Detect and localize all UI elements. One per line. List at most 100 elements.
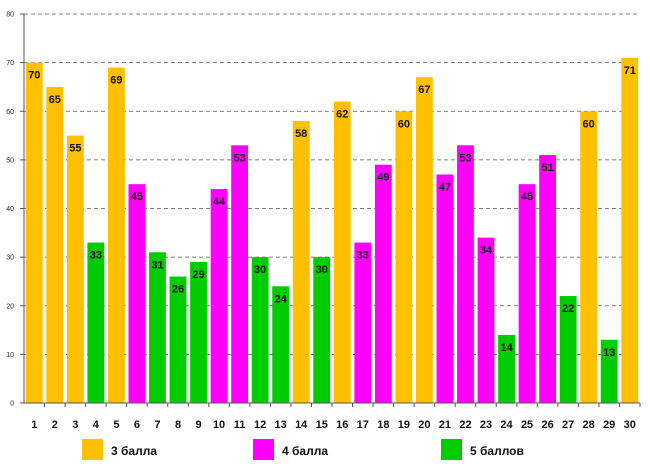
x-tick-label: 16 — [336, 419, 348, 431]
bar — [498, 334, 515, 403]
bar — [477, 237, 495, 403]
legend-swatch — [441, 439, 462, 460]
bar — [190, 261, 207, 403]
data-label: 24 — [275, 293, 288, 305]
bar — [457, 145, 474, 403]
x-tick-label: 26 — [541, 419, 553, 431]
bar — [621, 57, 639, 403]
bars: 70 65 55 33 69 45 31 26 29 44 53 30 24 58 30 62 33 49 60 67… — [25, 57, 639, 404]
bar — [600, 339, 618, 403]
bar — [107, 67, 125, 404]
y-tick-label: 30 — [6, 255, 14, 262]
bar — [539, 155, 557, 403]
y-tick-label: 0 — [10, 401, 14, 408]
gridlines — [24, 13, 640, 355]
x-tick-label: 4 — [93, 419, 100, 431]
bar — [87, 242, 105, 403]
x-axis: 1 2 3 4 5 6 7 8 9 10 11 12 13 14 15 16 17 18 19 20 21 22 23 24 2… — [24, 402, 641, 431]
x-tick-label: 6 — [134, 419, 140, 431]
bar — [128, 184, 146, 403]
legend-label: 4 балла — [282, 444, 328, 458]
bar — [169, 276, 187, 403]
legend-swatch — [82, 439, 103, 460]
x-tick-label: 9 — [195, 419, 201, 431]
x-tick-label: 13 — [275, 419, 287, 431]
x-tick-label: 30 — [624, 419, 636, 431]
x-tick-label: 7 — [154, 419, 160, 431]
y-tick-label: 60 — [6, 109, 14, 116]
legend-swatch — [253, 439, 274, 460]
bar — [313, 257, 331, 403]
data-label: 45 — [131, 191, 143, 203]
x-tick-label: 24 — [500, 419, 513, 431]
x-tick-label: 2 — [52, 419, 58, 431]
data-label: 29 — [192, 269, 204, 281]
bar — [374, 164, 392, 403]
y-axis: 0 10 20 30 40 50 60 70 80 — [6, 12, 25, 408]
data-label: 45 — [521, 191, 533, 203]
data-label: 53 — [233, 152, 245, 164]
y-tick-label: 10 — [6, 352, 14, 359]
data-label: 69 — [110, 74, 122, 86]
bar — [210, 189, 228, 403]
bar — [66, 135, 84, 403]
data-label: 34 — [480, 245, 493, 257]
x-tick-label: 8 — [175, 419, 181, 431]
x-tick-label: 18 — [377, 419, 389, 431]
data-label: 13 — [603, 347, 615, 359]
x-tick-label: 11 — [234, 419, 246, 431]
bar — [415, 77, 433, 404]
x-tick-label: 5 — [113, 419, 119, 431]
data-label: 31 — [151, 259, 163, 271]
bar — [333, 101, 351, 404]
x-tick-label: 25 — [521, 419, 533, 431]
x-tick-label: 3 — [72, 419, 78, 431]
data-label: 60 — [398, 118, 410, 130]
bar — [395, 111, 413, 403]
bar — [580, 111, 598, 403]
y-tick-label: 50 — [6, 157, 14, 164]
data-label: 30 — [316, 264, 328, 276]
bar — [559, 296, 577, 403]
x-tick-label: 15 — [316, 419, 328, 431]
data-label: 33 — [90, 250, 102, 262]
x-tick-label: 21 — [439, 419, 451, 431]
data-label: 51 — [541, 162, 553, 174]
data-label: 14 — [500, 342, 513, 354]
bar — [231, 145, 249, 403]
y-tick-label: 20 — [6, 303, 14, 310]
x-tick-label: 19 — [398, 419, 410, 431]
x-tick-label: 22 — [459, 419, 471, 431]
bar — [354, 242, 372, 403]
y-tick-label: 70 — [6, 60, 14, 67]
data-label: 53 — [459, 152, 471, 164]
data-label: 47 — [439, 181, 451, 193]
data-label: 44 — [213, 196, 226, 208]
x-tick-label: 17 — [357, 419, 369, 431]
data-label: 71 — [624, 65, 636, 77]
x-tick-label: 10 — [213, 419, 225, 431]
data-label: 49 — [377, 172, 389, 184]
bar — [149, 252, 166, 403]
legend-label: 3 балла — [111, 444, 157, 458]
data-label: 67 — [418, 84, 430, 96]
data-label: 26 — [172, 284, 184, 296]
x-tick-label: 1 — [31, 419, 37, 431]
y-tick-label: 40 — [6, 206, 14, 213]
bar — [46, 86, 64, 403]
x-tick-label: 23 — [480, 419, 492, 431]
bar — [436, 174, 454, 403]
data-label: 55 — [69, 143, 81, 155]
legend-label: 5 баллов — [470, 444, 524, 458]
x-tick-label: 29 — [603, 419, 615, 431]
data-label: 22 — [562, 303, 574, 315]
bar — [251, 257, 269, 403]
y-tick-label: 80 — [6, 12, 14, 19]
data-label: 70 — [28, 70, 40, 82]
bar — [518, 184, 536, 403]
data-label: 60 — [583, 118, 595, 130]
data-label: 65 — [49, 94, 61, 106]
data-label: 33 — [357, 250, 369, 262]
bar — [292, 120, 310, 403]
